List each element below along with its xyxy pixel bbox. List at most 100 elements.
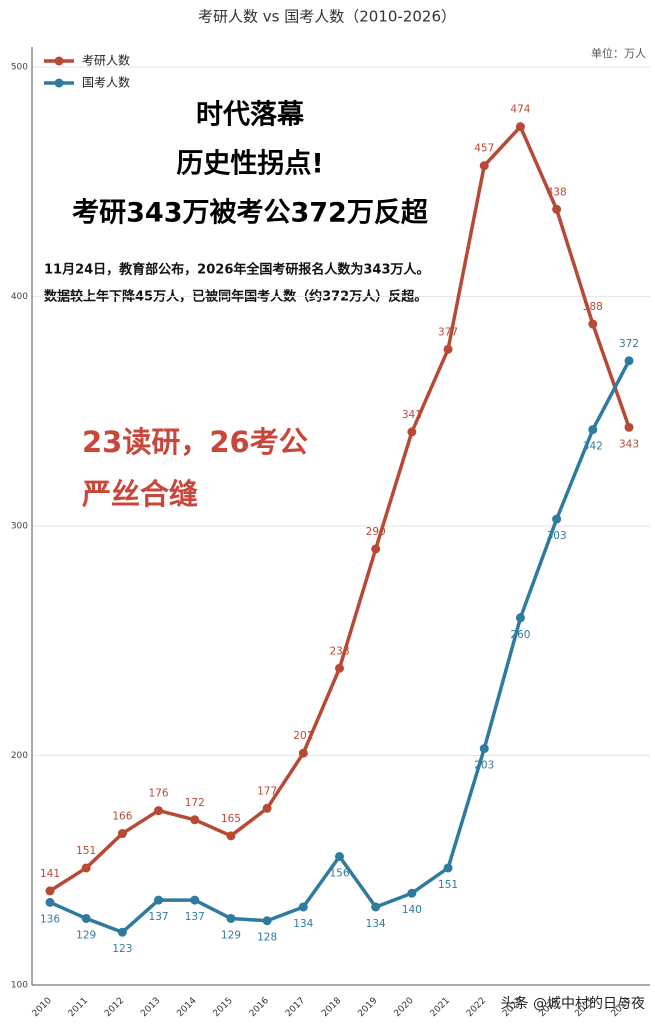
data-point: [335, 851, 344, 861]
data-label: 303: [547, 530, 567, 542]
data-point: [407, 888, 417, 898]
data-point: [624, 356, 634, 366]
x-tick-label: 2019: [356, 996, 379, 1019]
data-point: [624, 422, 634, 432]
data-label: 388: [583, 301, 603, 313]
data-label: 151: [76, 845, 96, 857]
data-label: 129: [76, 929, 96, 941]
x-tick-label: 2012: [103, 996, 126, 1019]
data-label: 372: [619, 338, 639, 350]
data-label: 290: [366, 526, 386, 538]
data-label: 136: [40, 913, 60, 925]
data-label: 140: [402, 904, 422, 916]
data-label: 457: [474, 143, 494, 155]
data-point: [443, 344, 453, 354]
data-label: 176: [149, 788, 169, 800]
y-tick-label: 100: [11, 981, 28, 991]
data-point: [479, 161, 489, 171]
x-tick-label: 2015: [212, 996, 235, 1019]
data-point: [552, 204, 562, 214]
data-point: [588, 319, 598, 329]
data-label: 342: [583, 441, 603, 453]
data-point: [371, 902, 381, 912]
data-point: [154, 806, 164, 816]
data-point: [226, 831, 236, 841]
data-point: [117, 927, 127, 937]
x-tick-label: 2018: [320, 996, 343, 1019]
data-label: 377: [438, 326, 458, 338]
data-point: [262, 916, 272, 926]
data-point: [479, 744, 489, 754]
data-label: 238: [329, 645, 349, 657]
headline: 历史性拐点!: [176, 149, 323, 180]
data-point: [515, 122, 525, 132]
data-point: [190, 895, 200, 905]
data-point: [45, 897, 55, 907]
data-label: 438: [547, 186, 567, 198]
data-label: 128: [257, 932, 277, 944]
legend-label: 考研人数: [82, 53, 130, 68]
legend-marker: [54, 56, 64, 66]
x-tick-label: 2013: [139, 996, 162, 1019]
headline: 考研343万被考公372万反超: [72, 198, 429, 229]
data-point: [117, 829, 127, 839]
slogan: 23读研，26考公: [82, 425, 308, 459]
legend-marker: [54, 78, 64, 88]
headline: 时代落幕: [196, 100, 305, 131]
unit-label: 单位：万人: [591, 46, 646, 60]
data-point: [552, 514, 562, 524]
x-tick-label: 2016: [248, 996, 271, 1019]
y-tick-label: 300: [11, 522, 28, 532]
y-tick-label: 500: [11, 63, 28, 73]
data-point: [45, 886, 55, 896]
plot: 100 200 300 400 500 2010 2011 2012 2013 2014 2015 2…: [11, 47, 650, 1019]
data-label: 137: [185, 911, 205, 923]
data-label: 123: [112, 943, 132, 955]
y-tick-label: 400: [11, 292, 28, 302]
data-label: 177: [257, 785, 277, 797]
x-tick-label: 2020: [392, 996, 415, 1019]
x-tick-label: 2017: [284, 996, 307, 1019]
data-label: 134: [366, 918, 386, 930]
note: 11月24日，教育部公布，2026年全国考研报名人数为343万人。: [44, 262, 430, 278]
data-label: 156: [329, 867, 349, 879]
data-label: 341: [402, 409, 422, 421]
data-label: 129: [221, 929, 241, 941]
data-label: 343: [619, 438, 639, 450]
data-label: 172: [185, 797, 205, 809]
data-point: [81, 863, 91, 873]
data-point: [298, 902, 308, 912]
data-point: [262, 803, 272, 813]
data-label: 134: [293, 918, 313, 930]
x-tick-label: 2011: [67, 996, 90, 1019]
data-label: 165: [221, 813, 241, 825]
slogan: 严丝合缝: [82, 477, 198, 511]
chart-title: 考研人数 vs 国考人数（2010-2026）: [198, 8, 456, 26]
x-tick-label: 2014: [175, 996, 198, 1019]
data-label: 474: [510, 104, 530, 116]
y-tick-label: 200: [11, 751, 28, 761]
data-label: 151: [438, 879, 458, 891]
watermark: 头条 @城中村的日与夜: [501, 995, 645, 1012]
data-point: [298, 748, 308, 758]
data-point: [588, 425, 598, 435]
data-label: 260: [510, 629, 530, 641]
data-point: [154, 895, 164, 905]
data-point: [226, 913, 236, 923]
data-point: [81, 913, 91, 923]
data-label: 141: [40, 868, 60, 880]
data-label: 203: [474, 760, 494, 772]
data-label: 137: [149, 911, 169, 923]
x-tick-label: 2021: [429, 996, 452, 1019]
x-tick-label: 2022: [465, 996, 488, 1019]
x-tick-label: 2010: [31, 996, 54, 1019]
data-label: 201: [293, 730, 313, 742]
data-label: 166: [112, 811, 132, 823]
data-point: [407, 427, 417, 437]
data-point: [335, 663, 344, 673]
data-point: [190, 815, 200, 825]
data-point: [515, 613, 525, 623]
data-point: [371, 544, 381, 554]
data-point: [443, 863, 453, 873]
